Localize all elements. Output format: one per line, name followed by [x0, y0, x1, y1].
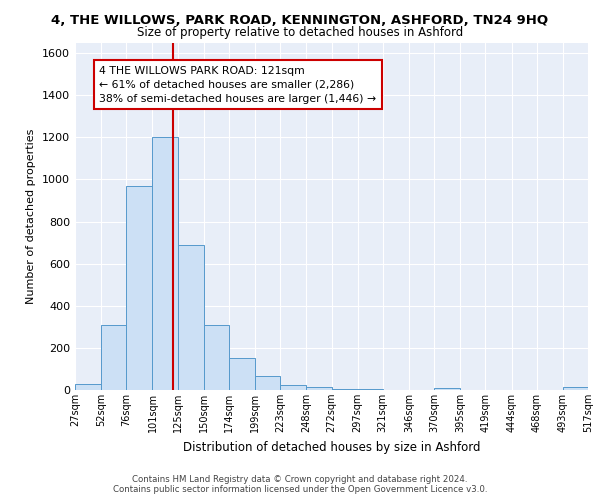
X-axis label: Distribution of detached houses by size in Ashford: Distribution of detached houses by size … [183, 440, 480, 454]
Bar [101, 324, 126, 390]
Y-axis label: Number of detached properties: Number of detached properties [26, 128, 37, 304]
Bar [229, 358, 255, 390]
Bar [75, 384, 101, 390]
Text: 4 THE WILLOWS PARK ROAD: 121sqm
← 61% of detached houses are smaller (2,286)
38%: 4 THE WILLOWS PARK ROAD: 121sqm ← 61% of… [99, 66, 376, 104]
Bar [307, 387, 331, 390]
Bar [434, 388, 460, 390]
Text: Contains HM Land Registry data © Crown copyright and database right 2024.
Contai: Contains HM Land Registry data © Crown c… [113, 474, 487, 494]
Bar [563, 387, 588, 390]
Bar [255, 376, 280, 390]
Bar [331, 389, 358, 390]
Bar [358, 389, 383, 390]
Bar [178, 244, 204, 390]
Text: 4, THE WILLOWS, PARK ROAD, KENNINGTON, ASHFORD, TN24 9HQ: 4, THE WILLOWS, PARK ROAD, KENNINGTON, A… [52, 14, 548, 27]
Text: Size of property relative to detached houses in Ashford: Size of property relative to detached ho… [137, 26, 463, 39]
Bar [204, 324, 229, 390]
Bar [280, 384, 307, 390]
Bar [127, 186, 152, 390]
Bar [152, 138, 178, 390]
